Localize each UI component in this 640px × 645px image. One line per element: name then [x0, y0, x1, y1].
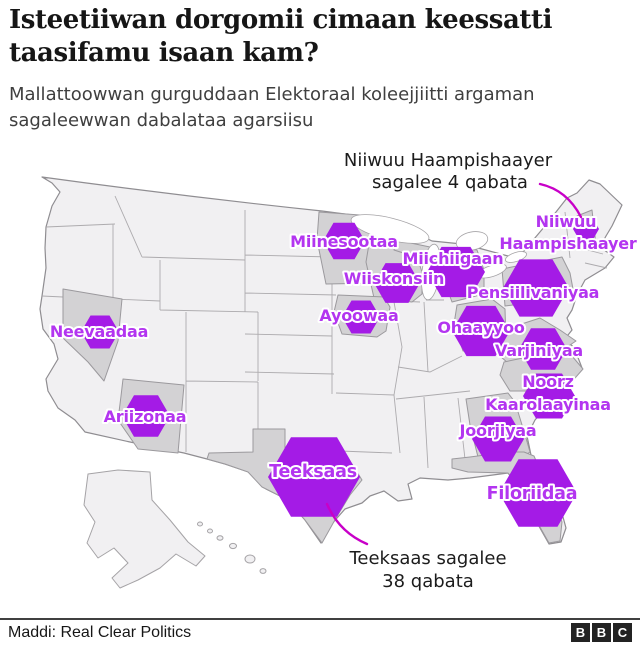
state-alaska-shape: [83, 469, 206, 589]
hexagon-minnesota: [323, 222, 365, 260]
hexagon-north-carolina: [523, 373, 575, 419]
state-label-michigan: Miichiigaan: [403, 249, 504, 268]
hexagon-florida: [499, 459, 577, 527]
state-label-iowa: Ayoowaa: [319, 306, 398, 325]
state-label-north-carolina-line2: Kaarolaayinaa: [485, 395, 611, 414]
hexagon-new-hampshire: [573, 217, 599, 241]
texas-annotation-line2: 38 qabata: [382, 571, 474, 592]
hawaii-island: [207, 528, 213, 534]
lake-ontario: [505, 251, 527, 263]
state-label-arizona: Ariizonaa: [104, 407, 187, 426]
hexagon-texas: [268, 437, 360, 517]
hawaii-island: [216, 535, 224, 541]
state-label-florida: Filoriidaa: [487, 484, 578, 504]
hawaii-island: [244, 554, 256, 564]
bbc-logo-block-1: B: [571, 623, 590, 642]
bbc-logo: B B C: [571, 623, 640, 642]
hexagon-michigan: [427, 246, 485, 298]
texas-annotation-line1: Teeksaas sagalee: [348, 548, 506, 569]
hexagon-iowa: [342, 300, 380, 334]
state-label-minnesota: Miinesootaa: [290, 232, 398, 251]
state-label-virginia: Varjiniyaa: [495, 341, 583, 360]
hawaii-island: [197, 521, 203, 527]
new-hampshire-annotation-line1: Niiwuu Haampishaayer: [344, 150, 553, 171]
hexagon-arizona: [122, 395, 170, 437]
state-label-georgia: Joorjiyaa: [458, 421, 536, 440]
lake-superior: [350, 214, 430, 244]
hexagon-georgia: [472, 416, 524, 462]
state-label-texas: Teeksaas: [269, 462, 357, 482]
hexagon-nevada: [81, 315, 119, 349]
new-hampshire-annotation-line2: sagalee 4 qabata: [372, 172, 528, 193]
bbc-logo-block-3: C: [613, 623, 632, 642]
state-label-pennsylvania: Pensiilivaniyaa: [467, 283, 600, 302]
texas-annotation-line: [325, 502, 369, 546]
bbc-logo-block-2: B: [592, 623, 611, 642]
hawaii-island: [259, 568, 267, 574]
hexagon-virginia: [519, 328, 567, 370]
hawaii-island: [229, 542, 237, 550]
hexagon-pennsylvania: [503, 259, 569, 317]
lake-huron: [455, 231, 489, 251]
hexagon-wisconsin: [374, 263, 420, 303]
state-label-new-hampshire-line1: Niiwuu: [536, 212, 597, 231]
hexagon-ohio: [452, 305, 510, 357]
state-label-new-hampshire-line2: Haampishaayer: [499, 234, 636, 253]
source-attribution: Maddi: Real Clear Politics: [8, 623, 192, 641]
page-subtitle: Mallattoowwan gurguddaan Elektoraal kole…: [9, 84, 535, 131]
state-label-wisconsin: Wiiskonsiin: [344, 269, 444, 288]
state-borders: [41, 195, 608, 469]
page-title: Isteetiiwan dorgomii cimaan keessatti ta…: [9, 5, 553, 69]
state-label-north-carolina-line1: Noorz: [522, 372, 574, 391]
state-label-ohio: Ohaayyoo: [437, 318, 525, 337]
new-hampshire-annotation-line: [538, 182, 583, 219]
footer: Maddi: Real Clear Politics B B C: [0, 618, 640, 645]
state-label-nevada: Neevaadaa: [50, 322, 148, 341]
